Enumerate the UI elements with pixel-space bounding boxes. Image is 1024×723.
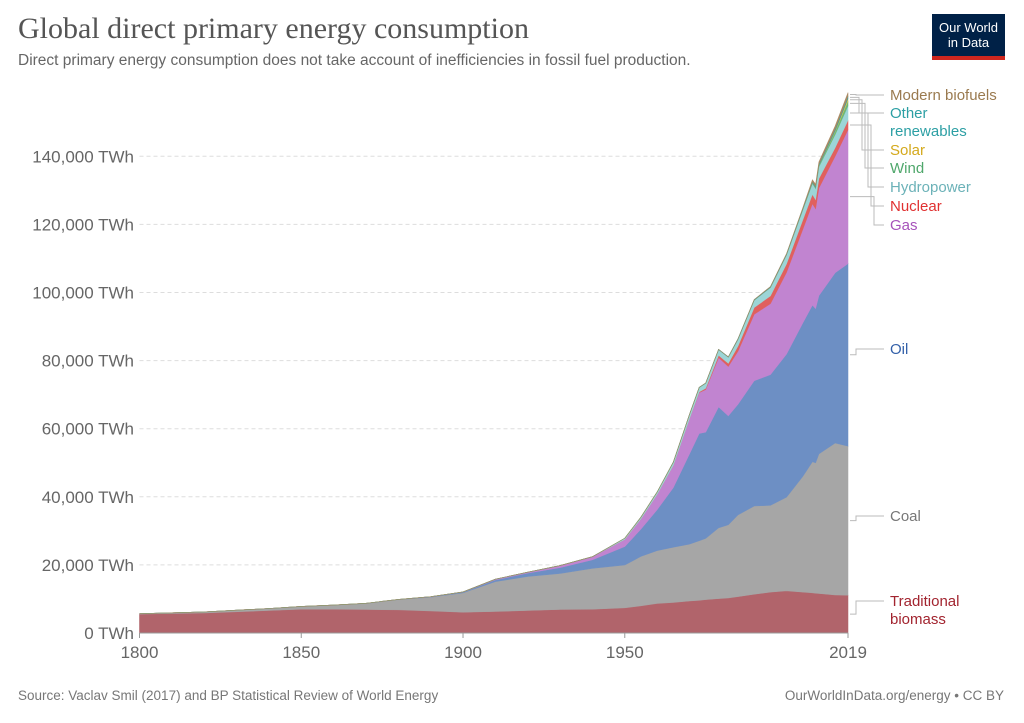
series-areas bbox=[139, 92, 849, 634]
y-tick-label: 20,000 TWh bbox=[42, 556, 134, 575]
series-label: renewables bbox=[890, 123, 967, 140]
series-label: Modern biofuels bbox=[890, 87, 997, 104]
label-connector bbox=[850, 96, 884, 114]
label-connector bbox=[850, 99, 884, 151]
series-label: Oil bbox=[890, 341, 908, 358]
series-label: Traditional bbox=[890, 593, 959, 610]
y-tick-label: 140,000 TWh bbox=[32, 147, 134, 166]
y-tick-label: 100,000 TWh bbox=[32, 284, 134, 303]
series-label: Gas bbox=[890, 217, 918, 234]
label-connector bbox=[850, 93, 884, 96]
source-note: Source: Vaclav Smil (2017) and BP Statis… bbox=[18, 688, 439, 703]
chart-title: Global direct primary energy consumption bbox=[18, 12, 529, 45]
axes: 0 TWh 20,000 TWh 40,000 TWh 60,000 TWh 80,00… bbox=[32, 147, 867, 662]
series-label: biomass bbox=[890, 611, 946, 628]
series-label: Wind bbox=[890, 160, 924, 177]
y-tick-label: 120,000 TWh bbox=[32, 215, 134, 234]
chart-subtitle: Direct primary energy consumption does n… bbox=[18, 52, 691, 69]
logo-line-2: in Data bbox=[947, 35, 990, 50]
series-label: Nuclear bbox=[890, 198, 942, 215]
y-tick-label: 80,000 TWh bbox=[42, 352, 134, 371]
area-modern-biofuels bbox=[139, 92, 849, 614]
x-tick-label: 1900 bbox=[444, 643, 482, 662]
x-tick-label: 1800 bbox=[121, 643, 159, 662]
label-connector bbox=[850, 196, 884, 226]
y-tick-label: 40,000 TWh bbox=[42, 488, 134, 507]
y-tick-label: 60,000 TWh bbox=[42, 420, 134, 439]
y-tick-label: 0 TWh bbox=[84, 624, 134, 643]
label-connector bbox=[850, 124, 884, 207]
x-tick-label: 1950 bbox=[606, 643, 644, 662]
owid-logo[interactable]: Our World in Data bbox=[932, 14, 1005, 60]
series-label: Hydropower bbox=[890, 179, 971, 196]
series-label: Other bbox=[890, 105, 928, 122]
logo-line-1: Our World bbox=[939, 20, 998, 35]
series-label: Solar bbox=[890, 142, 925, 159]
label-connector bbox=[850, 102, 884, 169]
x-tick-label: 2019 bbox=[829, 643, 867, 662]
label-connector bbox=[850, 600, 884, 615]
label-connector bbox=[850, 515, 884, 522]
label-connector bbox=[850, 348, 884, 356]
credit-link[interactable]: OurWorldInData.org/energy • CC BY bbox=[784, 688, 1004, 703]
x-tick-label: 1850 bbox=[282, 643, 320, 662]
series-label: Coal bbox=[890, 508, 921, 525]
